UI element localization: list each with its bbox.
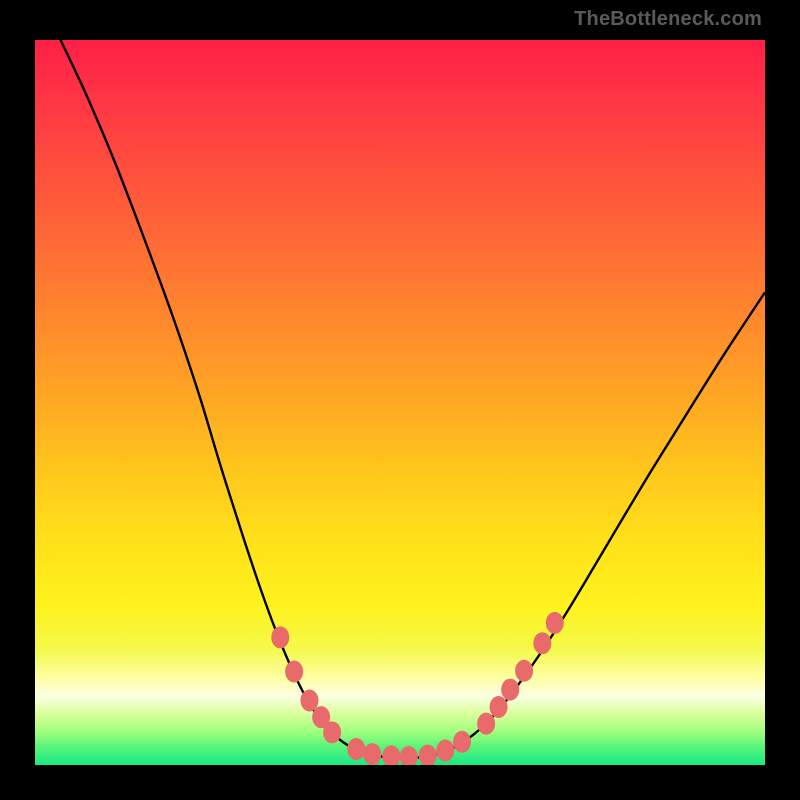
curve-marker	[300, 689, 318, 711]
chart-frame: TheBottleneck.com	[0, 0, 800, 800]
watermark-text: TheBottleneck.com	[574, 8, 762, 31]
curve-marker	[285, 660, 303, 682]
curve-marker	[515, 660, 533, 682]
curve-marker	[490, 696, 508, 718]
curve-marker	[323, 721, 341, 743]
curve-marker	[453, 731, 471, 753]
curve-marker	[546, 612, 564, 634]
curve-marker	[477, 713, 495, 735]
plot-background	[35, 40, 765, 765]
curve-marker	[436, 740, 454, 762]
curve-marker	[347, 738, 365, 760]
curve-marker	[501, 679, 519, 701]
plot-svg	[35, 40, 765, 765]
curve-marker	[271, 626, 289, 648]
plot-area	[35, 40, 765, 765]
curve-marker	[363, 743, 381, 765]
curve-marker	[533, 632, 551, 654]
